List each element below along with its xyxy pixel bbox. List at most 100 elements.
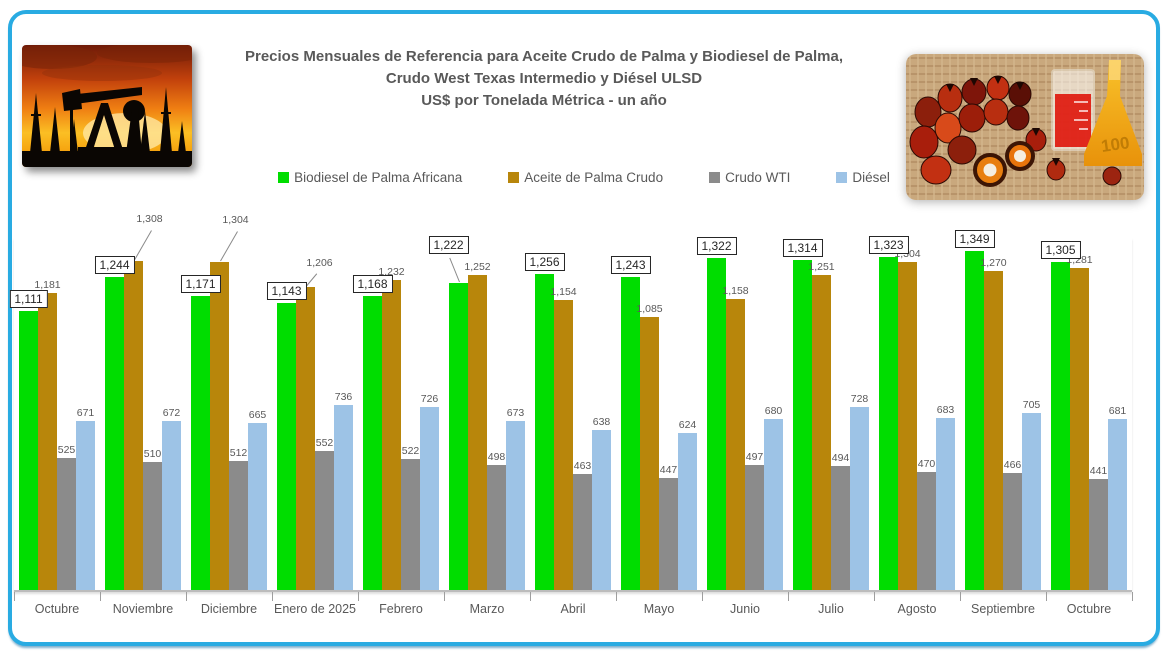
value-label-di-sel-6: 638 <box>592 415 611 428</box>
bars-9: 1,314 1,251 494 728 <box>782 238 869 590</box>
bar-group-7: 1,243 1,085 447 624 <box>610 238 702 590</box>
value-label-aceite-de-palma-crudo-12: 1,281 <box>1066 253 1093 266</box>
value-label-crudo-wti-5: 498 <box>487 450 506 463</box>
value-label-aceite-de-palma-crudo-8: 1,158 <box>722 284 749 297</box>
x-axis-label-9: Julio <box>818 602 844 616</box>
value-label-di-sel-11: 705 <box>1022 398 1041 411</box>
value-label-crudo-wti-12: 441 <box>1089 464 1108 477</box>
value-label-crudo-wti-4: 522 <box>401 444 420 457</box>
value-label-biodiesel-de-palma-africana-12: 1,305 <box>1040 241 1081 259</box>
label-leader-line <box>448 257 460 283</box>
value-label-biodiesel-de-palma-africana-7: 1,243 <box>610 256 651 274</box>
value-label-di-sel-12: 681 <box>1108 404 1127 417</box>
bars-7: 1,243 1,085 447 624 <box>610 238 697 590</box>
axis-tick-7 <box>616 592 617 601</box>
legend-label: Diésel <box>852 170 890 185</box>
chart-title-line1: Precios Mensuales de Referencia para Ace… <box>244 48 844 65</box>
bar-group-4: 1,168 1,232 522 726 <box>352 238 444 590</box>
palm-fruit-oil-illustration: 100 <box>906 54 1144 200</box>
axis-tick-2 <box>186 592 187 601</box>
bars-12: 1,305 1,281 441 681 <box>1040 238 1127 590</box>
bar-di-sel-3 <box>334 405 353 590</box>
bar-crudo-wti-12 <box>1089 479 1108 590</box>
x-axis-label-12: Octubre <box>1066 602 1112 616</box>
bar-group-3: 1,143 1,206 552 736 <box>266 238 358 590</box>
value-label-aceite-de-palma-crudo-5: 1,252 <box>464 260 491 273</box>
value-label-biodiesel-de-palma-africana-5: 1,222 <box>428 236 469 254</box>
value-label-crudo-wti-11: 466 <box>1003 458 1022 471</box>
bar-di-sel-6 <box>592 430 611 590</box>
label-leader-line <box>133 230 152 261</box>
x-axis-label-6: Abril <box>560 602 586 616</box>
bar-group-12: 1,305 1,281 441 681 <box>1040 238 1132 590</box>
value-label-biodiesel-de-palma-africana-0: 1,111 <box>9 290 48 308</box>
bars-5: 1,222 1,252 498 673 <box>428 236 525 590</box>
value-label-di-sel-7: 624 <box>678 418 697 431</box>
bar-aceite-de-palma-crudo-4 <box>382 280 401 590</box>
bar-group-0: 1,111 1,181 525 671 <box>9 238 100 590</box>
bar-biodiesel-de-palma-africana-0 <box>19 311 38 590</box>
oil-pumpjack-illustration <box>22 45 192 167</box>
x-axis-label-10: Agosto <box>897 602 937 616</box>
legend-marker-biodiesel-de-palma-africana <box>278 172 290 183</box>
bar-di-sel-11 <box>1022 413 1041 590</box>
bar-crudo-wti-5 <box>487 465 506 590</box>
bar-biodiesel-de-palma-africana-11 <box>965 251 984 590</box>
x-axis-label-0: Octubre <box>34 602 80 616</box>
bar-crudo-wti-1 <box>143 462 162 590</box>
value-label-crudo-wti-8: 497 <box>745 450 764 463</box>
chart-title-line2: Crudo West Texas Intermedio y Diésel ULS… <box>385 69 703 87</box>
value-label-biodiesel-de-palma-africana-8: 1,322 <box>696 237 737 255</box>
bar-di-sel-10 <box>936 418 955 590</box>
value-label-di-sel-10: 683 <box>936 403 955 416</box>
bar-aceite-de-palma-crudo-2 <box>210 262 229 590</box>
bar-biodiesel-de-palma-africana-12 <box>1051 262 1070 590</box>
legend-label: Crudo WTI <box>725 170 791 185</box>
x-axis-label-2: Diciembre <box>200 602 258 616</box>
bars-6: 1,256 1,154 463 638 <box>524 238 611 590</box>
value-label-di-sel-8: 680 <box>764 404 783 417</box>
value-label-aceite-de-palma-crudo-4: 1,232 <box>378 265 405 278</box>
value-label-aceite-de-palma-crudo-1: 1,308 <box>136 212 163 225</box>
bar-biodiesel-de-palma-africana-9 <box>793 260 812 590</box>
bar-aceite-de-palma-crudo-9 <box>812 275 831 590</box>
axis-tick-11 <box>960 592 961 601</box>
value-label-crudo-wti-1: 510 <box>143 447 162 460</box>
bar-crudo-wti-6 <box>573 474 592 590</box>
bar-crudo-wti-9 <box>831 466 850 590</box>
value-label-di-sel-3: 736 <box>334 390 353 403</box>
bar-biodiesel-de-palma-africana-3 <box>277 303 296 590</box>
axis-tick-10 <box>874 592 875 601</box>
bar-group-2: 1,171 1,304 512 665 <box>180 214 272 590</box>
bar-crudo-wti-10 <box>917 472 936 590</box>
value-label-aceite-de-palma-crudo-11: 1,270 <box>980 256 1007 269</box>
chart-frame: Precios Mensuales de Referencia para Ace… <box>8 10 1160 646</box>
bar-group-10: 1,3231,304470683 <box>868 236 960 590</box>
bar-aceite-de-palma-crudo-7 <box>640 317 659 590</box>
value-label-biodiesel-de-palma-africana-3: 1,143 <box>266 282 307 300</box>
legend-label: Aceite de Palma Crudo <box>524 170 664 185</box>
value-label-di-sel-5: 673 <box>506 406 525 419</box>
bar-biodiesel-de-palma-africana-5 <box>449 283 468 590</box>
chart-legend: Biodiesel de Palma Africana Aceite de Pal… <box>12 170 1156 185</box>
oil-pumpjack-photo <box>22 45 192 167</box>
label-leader-line <box>219 231 238 262</box>
plot-area: 1,111 1,181 525 671 1,244 1,308 510 672 1,171 1,3… <box>9 213 1132 592</box>
value-label-aceite-de-palma-crudo-0: 1,181 <box>34 278 61 291</box>
value-label-biodiesel-de-palma-africana-2: 1,171 <box>180 275 221 293</box>
bar-group-1: 1,244 1,308 510 672 <box>94 213 186 590</box>
bars-1: 1,244 1,308 510 672 <box>94 213 181 590</box>
bars-11: 1,349 1,270 466 705 <box>954 230 1041 590</box>
axis-tick-3 <box>272 592 273 601</box>
axis-tick-13 <box>1132 592 1133 601</box>
value-label-di-sel-9: 728 <box>850 392 869 405</box>
bar-biodiesel-de-palma-africana-6 <box>535 274 554 590</box>
bar-di-sel-9 <box>850 407 869 590</box>
bar-di-sel-5 <box>506 421 525 590</box>
bar-crudo-wti-11 <box>1003 473 1022 590</box>
x-axis-label-3: Enero de 2025 <box>273 602 356 616</box>
value-label-biodiesel-de-palma-africana-9: 1,314 <box>782 239 823 257</box>
bar-biodiesel-de-palma-africana-4 <box>363 296 382 590</box>
axis-tick-8 <box>702 592 703 601</box>
value-label-di-sel-2: 665 <box>248 408 267 421</box>
